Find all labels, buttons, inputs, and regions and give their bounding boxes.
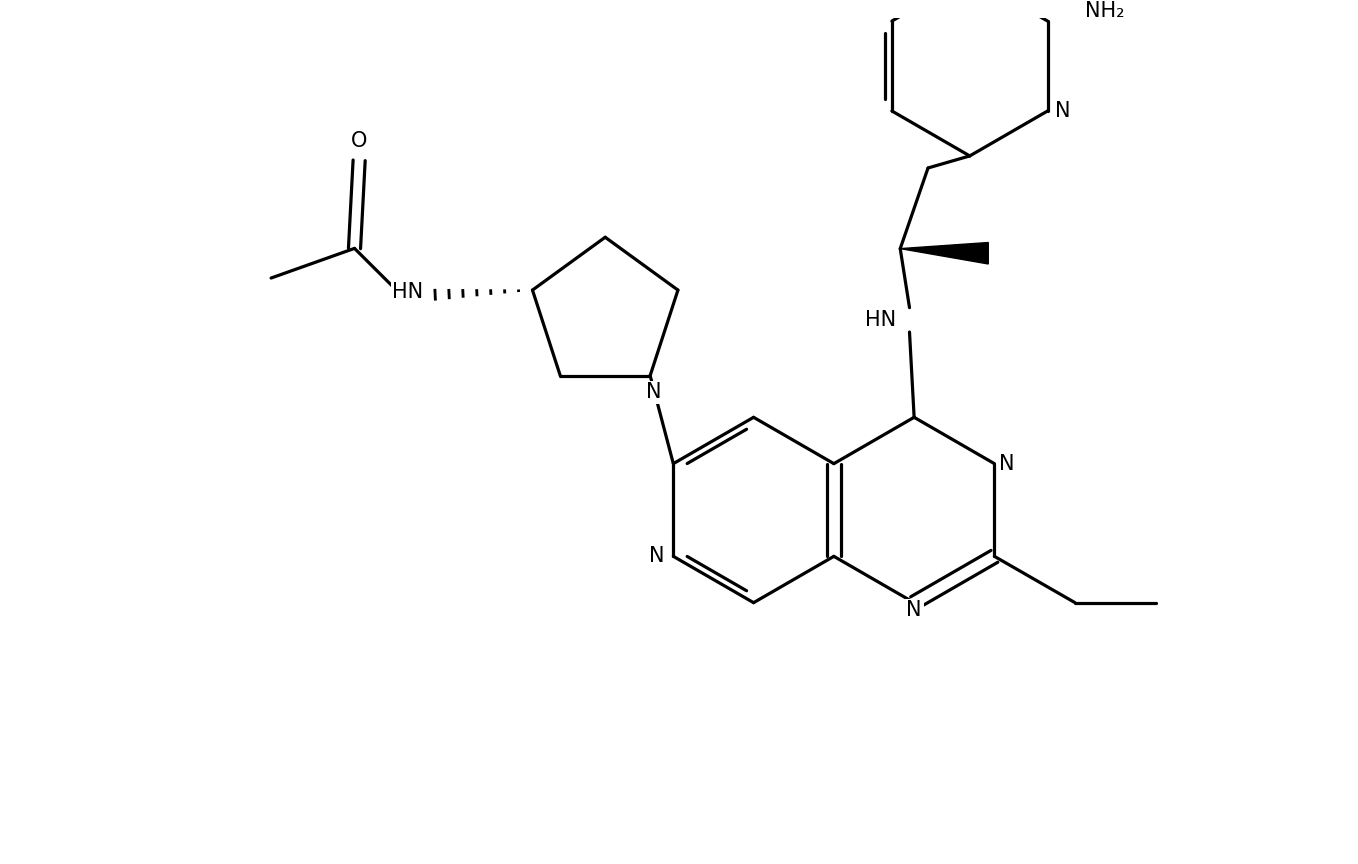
Text: HN: HN bbox=[865, 310, 896, 330]
Text: N: N bbox=[999, 454, 1014, 473]
Text: N: N bbox=[649, 546, 664, 566]
Polygon shape bbox=[900, 243, 989, 264]
Text: N: N bbox=[1055, 101, 1071, 121]
Text: N: N bbox=[646, 382, 661, 402]
Text: O: O bbox=[350, 130, 367, 151]
Text: HN: HN bbox=[392, 282, 424, 302]
Text: N: N bbox=[906, 600, 922, 620]
Text: NH₂: NH₂ bbox=[1085, 2, 1124, 22]
